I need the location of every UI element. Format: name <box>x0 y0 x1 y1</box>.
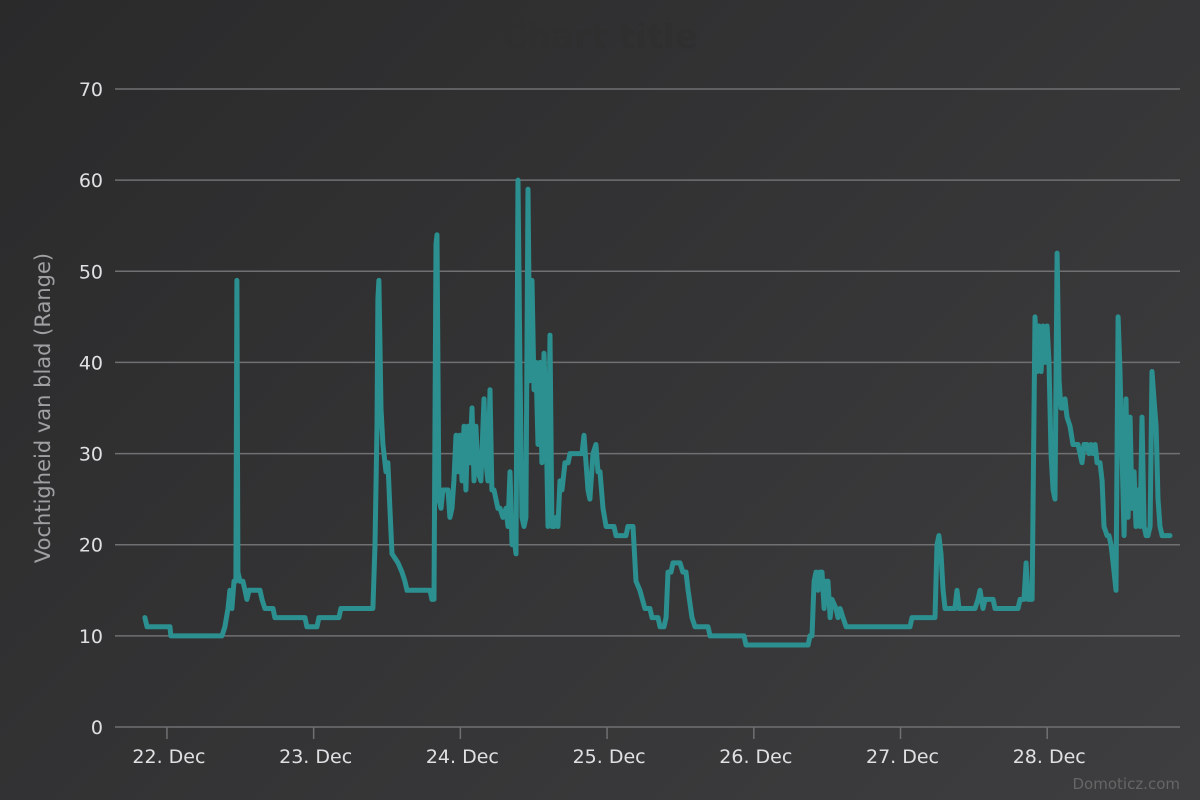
chart-title: Chart title <box>502 17 698 57</box>
x-tick-label: 24. Dec <box>426 746 499 768</box>
y-tick-label: 0 <box>91 717 103 739</box>
credits-link[interactable]: Domoticz.com <box>1073 775 1181 793</box>
x-tick-label: 25. Dec <box>573 746 646 768</box>
y-tick-label: 30 <box>79 444 103 466</box>
y-tick-label: 70 <box>79 79 103 101</box>
y-axis-label: Vochtigheid van blad (Range) <box>31 253 55 563</box>
x-tick-label: 27. Dec <box>866 746 939 768</box>
x-tick-label: 23. Dec <box>279 746 352 768</box>
x-tick-label: 22. Dec <box>132 746 205 768</box>
y-tick-label: 20 <box>79 535 103 557</box>
x-axis-ticks: 22. Dec 23. Dec 24. Dec 25. Dec 26. Dec 27. D… <box>132 727 1086 768</box>
x-tick-label: 26. Dec <box>719 746 792 768</box>
y-tick-label: 10 <box>79 626 103 648</box>
series-line[interactable] <box>142 177 1173 648</box>
x-tick-label: 28. Dec <box>1013 746 1086 768</box>
grid-lines <box>115 88 1180 728</box>
y-axis-ticks: 0 10 20 30 40 50 60 70 <box>79 79 103 739</box>
y-tick-label: 50 <box>79 261 103 283</box>
y-tick-label: 60 <box>79 170 103 192</box>
y-tick-label: 40 <box>79 352 103 374</box>
series-group <box>142 177 1173 648</box>
